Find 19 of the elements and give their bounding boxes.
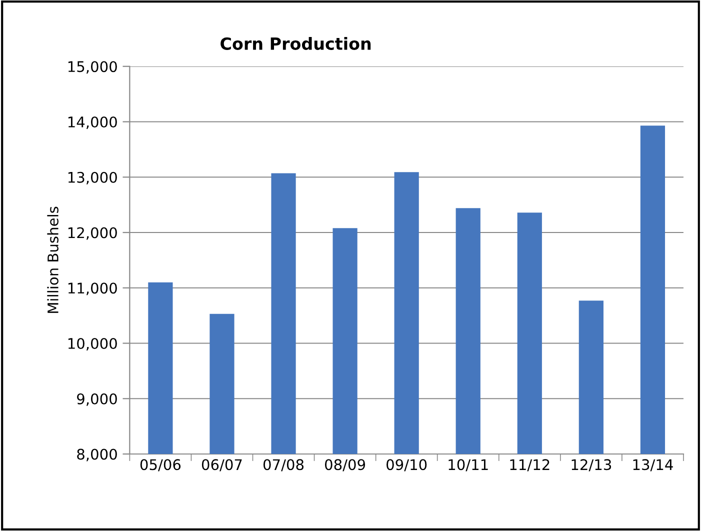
y-tick-label: 12,000 xyxy=(68,227,117,240)
x-tick-label: 05/06 xyxy=(140,459,181,472)
x-tick-label: 10/11 xyxy=(448,459,488,472)
y-axis-title: Million Bushels xyxy=(47,206,58,313)
y-tick-label: 11,000 xyxy=(68,282,117,296)
y-tick-label: 13,000 xyxy=(68,172,117,184)
x-tick-label: 06/07 xyxy=(202,459,242,472)
x-tick-label: 07/08 xyxy=(263,459,304,472)
x-tick-label: 12/13 xyxy=(572,459,612,472)
y-tick-label: 14,000 xyxy=(68,116,117,129)
chart-title: Corn Production xyxy=(220,37,371,50)
y-tick-label: 8,000 xyxy=(77,448,117,462)
x-tick-label: 08/09 xyxy=(324,459,366,472)
y-tick-label: 15,000 xyxy=(68,61,117,74)
x-tick-label: 11/12 xyxy=(510,459,550,472)
y-tick-label: 9,000 xyxy=(77,393,117,406)
x-tick-label: 13/14 xyxy=(633,459,673,472)
x-tick-label: 09/10 xyxy=(386,459,427,472)
y-tick-label: 10,000 xyxy=(68,338,117,350)
